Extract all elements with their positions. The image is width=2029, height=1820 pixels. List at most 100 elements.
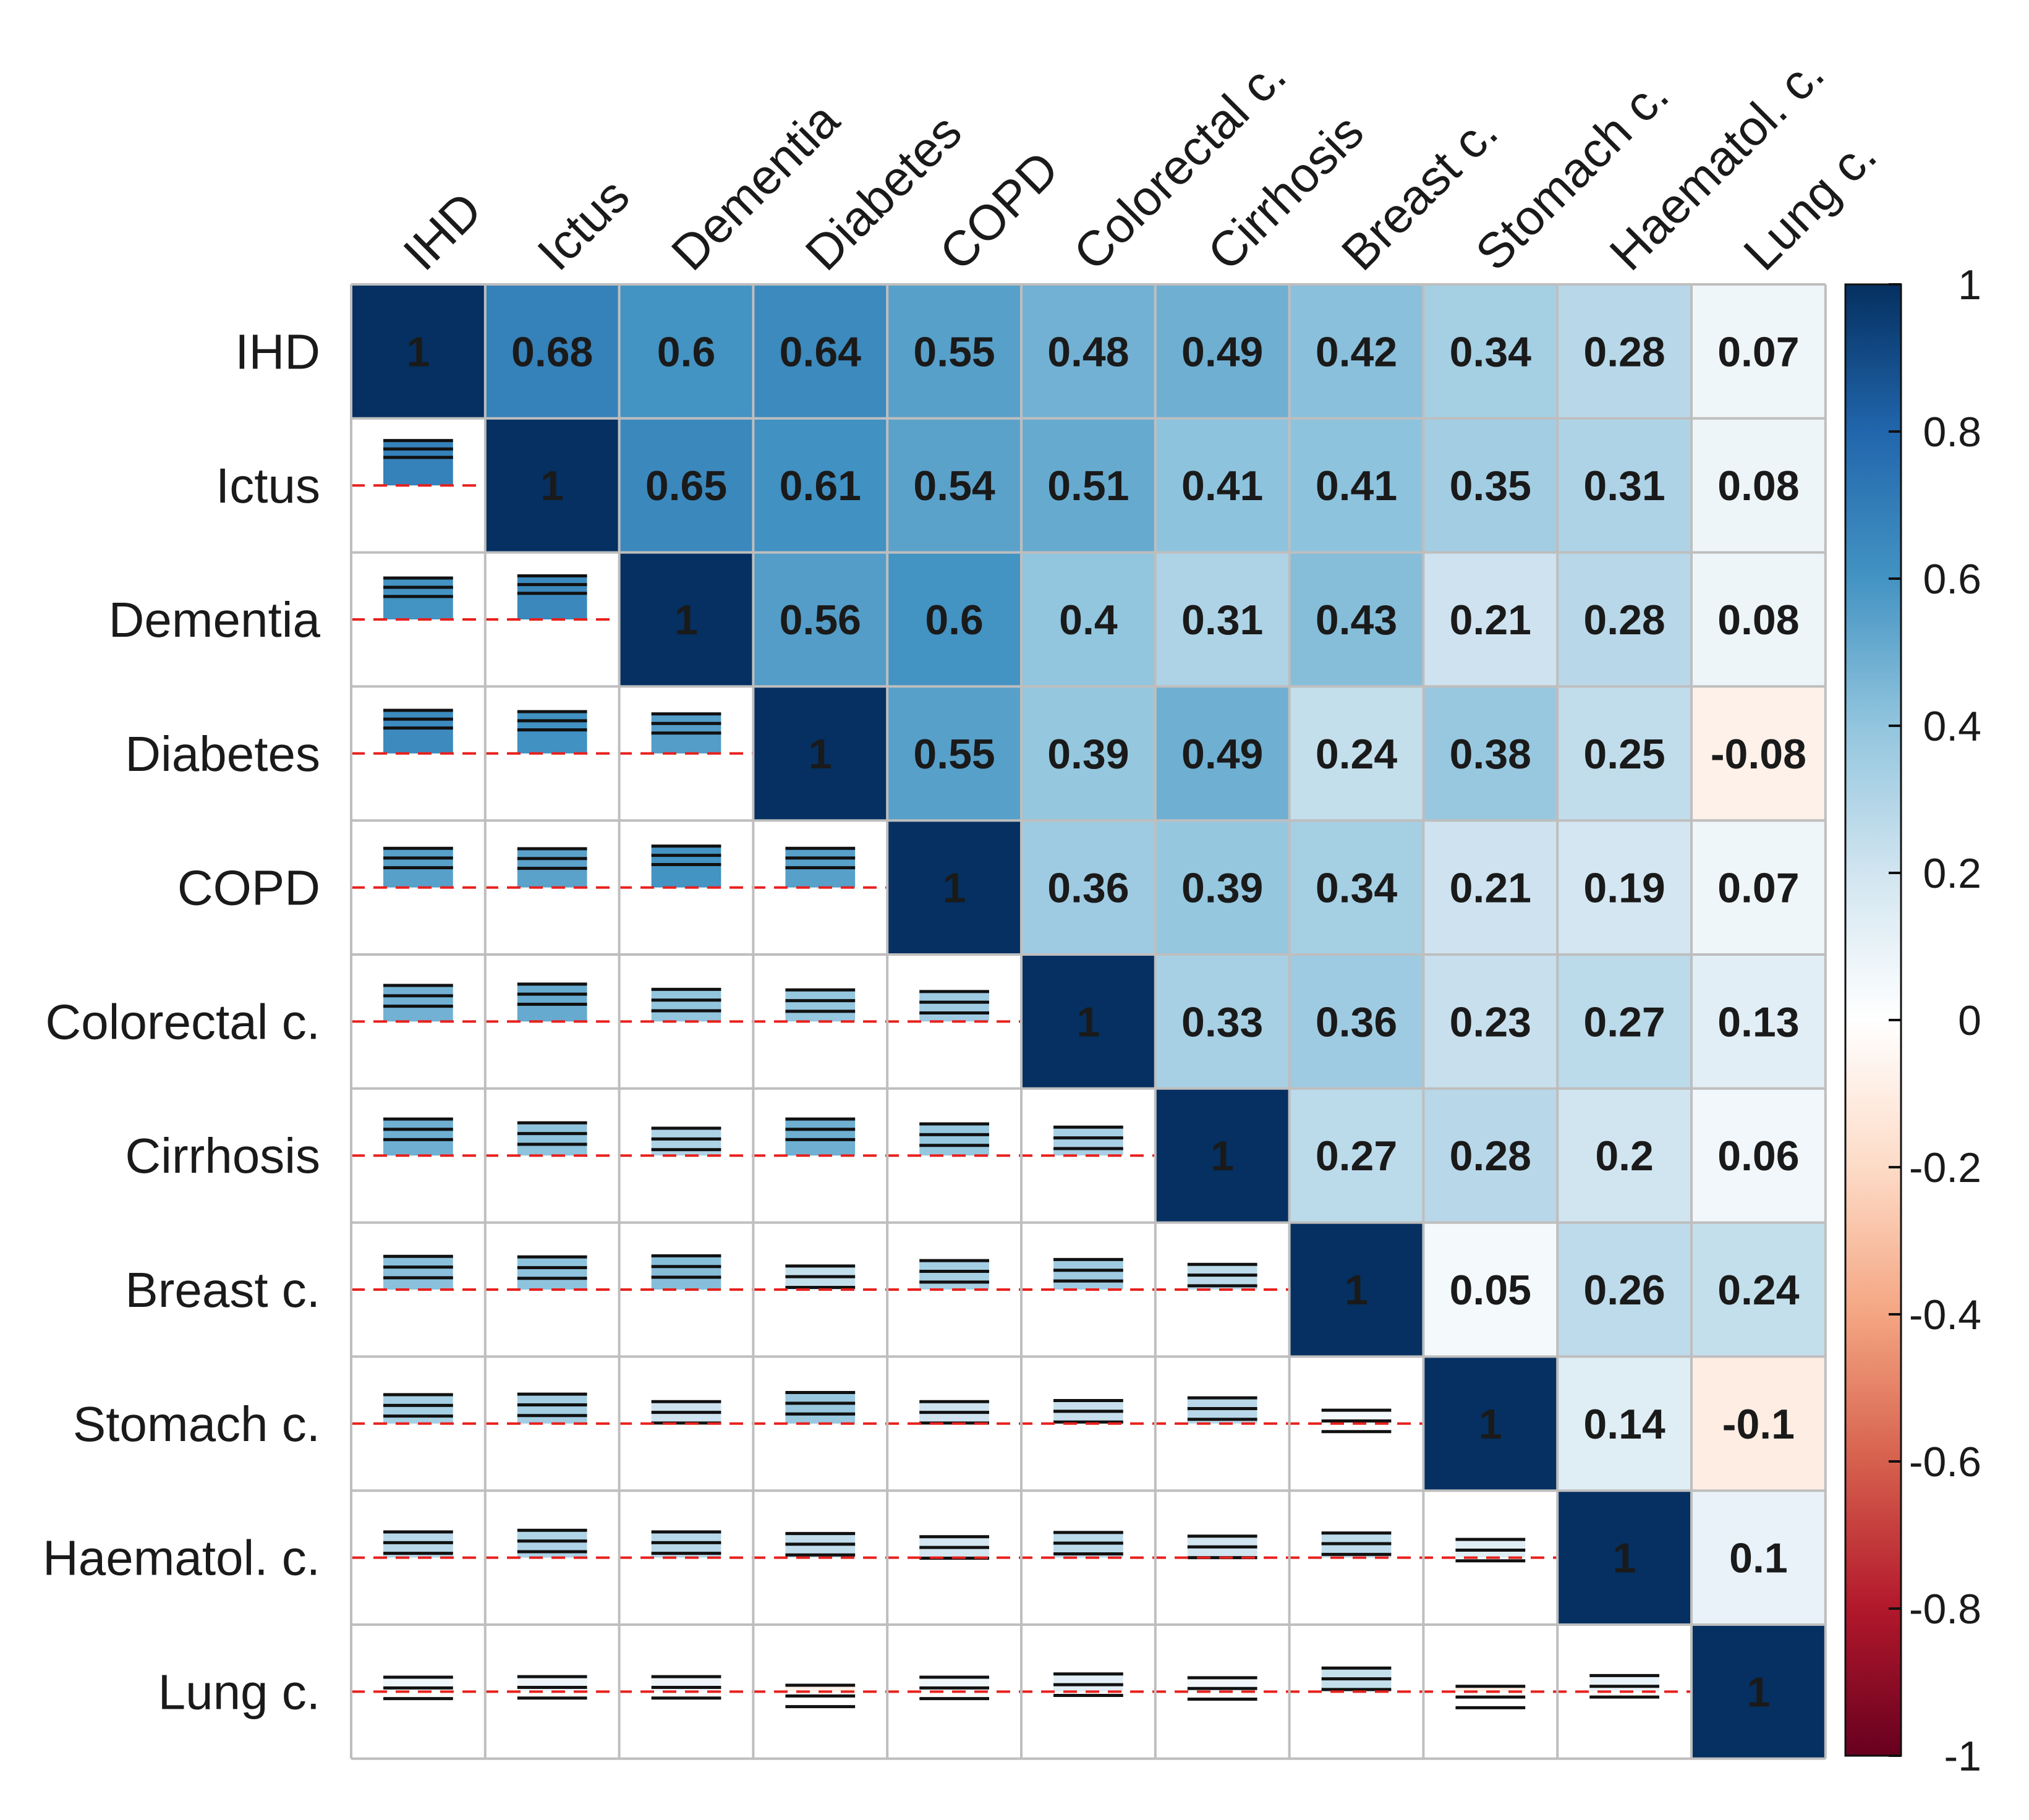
ci-estimate-bar — [785, 990, 856, 1022]
cell-value-label: 0.42 — [1316, 328, 1397, 375]
cell-value-label: 0.14 — [1583, 1401, 1665, 1448]
ci-estimate-bar — [383, 1394, 453, 1424]
heatmap-cell — [351, 284, 485, 419]
row-label: Haematol. c. — [43, 1531, 320, 1586]
cell-value-label: 0.56 — [780, 597, 861, 644]
cell-value-label: 0.21 — [1450, 865, 1531, 912]
heatmap-cell — [1557, 820, 1691, 955]
cell-value-label: 0.33 — [1181, 998, 1263, 1045]
heatmap-cell — [1155, 418, 1290, 553]
heatmap-cell — [1289, 418, 1424, 553]
ci-estimate-bar — [919, 1124, 989, 1156]
ci-estimate-bar — [517, 712, 587, 754]
heatmap-cell — [1557, 955, 1691, 1089]
ci-estimate-bar — [651, 989, 721, 1022]
ci-estimate-bar — [651, 1256, 721, 1290]
ci-estimate-bar — [785, 1392, 856, 1424]
colorbar-tick-label: -1 — [1944, 1733, 1981, 1780]
heatmap-cell — [887, 284, 1021, 419]
row-label: COPD — [177, 861, 320, 916]
cell-value-label: 0.48 — [1047, 328, 1129, 375]
cell-value-label: 0.39 — [1181, 865, 1263, 912]
heatmap-cell — [1021, 418, 1155, 553]
cell-value-label: 0.6 — [657, 328, 716, 375]
heatmap-cell — [1423, 418, 1558, 553]
heatmap-cell — [1691, 1356, 1826, 1491]
heatmap-cell — [1557, 1356, 1691, 1491]
cell-value-label: 0.07 — [1717, 328, 1799, 375]
ci-estimate-bar — [919, 1677, 989, 1692]
heatmap-cell — [1691, 552, 1826, 687]
heatmap-cell — [1423, 1222, 1558, 1357]
cell-value-label: 0.34 — [1316, 865, 1398, 912]
cell-value-label: 0.13 — [1717, 998, 1799, 1045]
ci-estimate-bar — [1589, 1675, 1659, 1692]
cell-value-label: 0.28 — [1450, 1133, 1531, 1180]
ci-estimate-bar — [383, 1256, 453, 1290]
cell-value-label: 1 — [1076, 998, 1100, 1045]
cell-value-label: 1 — [674, 597, 698, 644]
heatmap-cell — [1155, 284, 1290, 419]
heatmap-cell — [1155, 1088, 1290, 1223]
heatmap-cell — [1289, 686, 1424, 821]
heatmap-cell — [485, 418, 619, 553]
colorbar-tick-label: 1 — [1958, 262, 1981, 308]
heatmap-cell — [1557, 1222, 1691, 1357]
cell-value-label: 0.08 — [1717, 597, 1799, 644]
heatmap-cell — [1155, 552, 1290, 687]
cell-value-labels: 1 0.68 0.6 0.64 0.55 0.48 0.49 0.42 0.34 0.28 0.07… — [406, 328, 1806, 1716]
heatmap-cell — [485, 284, 619, 419]
column-label: Ictus — [527, 168, 639, 281]
heatmap-cell — [887, 820, 1021, 955]
cell-value-label: 0.4 — [1059, 597, 1118, 644]
colorbar-tick-label: -0.2 — [1909, 1144, 1981, 1191]
row-label: IHD — [235, 324, 320, 379]
heatmap-cell — [753, 686, 888, 821]
heatmap-cell — [1691, 955, 1826, 1089]
cell-value-label: 0.26 — [1583, 1267, 1665, 1314]
cell-value-label: 0.2 — [1595, 1133, 1654, 1180]
heatmap-cell — [887, 552, 1021, 687]
ci-estimate-bar — [383, 1677, 453, 1692]
grid-lines — [350, 283, 1827, 1760]
row-labels: IHD Ictus Dementia Diabetes COPD Colorectal c… — [43, 324, 321, 1719]
heatmap-cell — [1557, 686, 1691, 821]
confidence-interval-glyphs — [351, 439, 1691, 1709]
ci-estimate-bar — [1053, 1673, 1123, 1692]
cell-value-label: 0.24 — [1717, 1267, 1800, 1314]
cell-value-label: 0.25 — [1583, 731, 1665, 778]
row-label: Breast c. — [125, 1262, 320, 1317]
heatmap-cell — [1691, 418, 1826, 553]
ci-estimate-bar — [1455, 1539, 1526, 1558]
cell-value-label: 0.31 — [1181, 597, 1263, 644]
cell-value-label: 0.28 — [1583, 328, 1665, 375]
cell-value-label: 0.36 — [1047, 865, 1129, 912]
ci-estimate-bar — [383, 440, 453, 486]
heatmap-cell — [1021, 284, 1155, 419]
ci-estimate-bar — [383, 578, 453, 619]
row-label: Stomach c. — [73, 1397, 320, 1452]
cell-value-label: 1 — [1210, 1133, 1234, 1180]
ci-estimate-bar — [517, 1677, 587, 1692]
heatmap-cell — [1691, 1222, 1826, 1357]
cell-value-label: 0.55 — [913, 328, 995, 375]
ci-estimate-bar — [383, 985, 453, 1022]
cell-value-label: 0.27 — [1316, 1133, 1397, 1180]
ci-estimate-bar — [517, 1530, 587, 1558]
heatmap-cell — [1423, 284, 1558, 419]
ci-estimate-bar — [785, 1685, 856, 1692]
heatmap-cell — [1155, 955, 1290, 1089]
ci-estimate-bar — [1053, 1259, 1123, 1290]
heatmap-cell — [1289, 820, 1424, 955]
cell-value-label: 1 — [540, 462, 564, 509]
heatmap-cell — [1423, 1356, 1558, 1491]
heatmap-cell — [1155, 686, 1290, 821]
ci-estimate-bar — [517, 1123, 587, 1156]
heatmap-cell — [619, 418, 754, 553]
ci-estimate-bar — [651, 1677, 721, 1692]
cell-value-label: 0.38 — [1450, 731, 1531, 778]
cell-value-label: 0.06 — [1717, 1133, 1799, 1180]
ci-estimate-bar — [1455, 1686, 1526, 1692]
heatmap-cell — [1557, 284, 1691, 419]
